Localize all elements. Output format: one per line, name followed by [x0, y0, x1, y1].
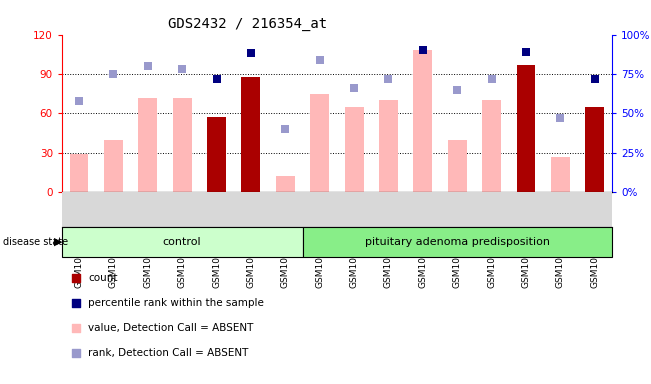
Bar [207, 117, 226, 192]
Point [590, 76, 600, 82]
Point [72, 350, 82, 356]
Bar [104, 139, 123, 192]
Point [245, 50, 256, 56]
Bar [303, 227, 612, 257]
Text: count: count [88, 273, 117, 283]
Bar [242, 76, 260, 192]
Bar [173, 98, 191, 192]
Bar [70, 154, 89, 192]
Bar [516, 65, 535, 192]
Text: control: control [163, 237, 202, 247]
Bar [551, 157, 570, 192]
Point [143, 63, 153, 69]
Point [74, 98, 84, 104]
Bar [139, 98, 158, 192]
Bar [482, 100, 501, 192]
Text: disease state: disease state [3, 237, 68, 247]
Bar [585, 107, 604, 192]
Text: rank, Detection Call = ABSENT: rank, Detection Call = ABSENT [88, 348, 248, 358]
Text: ▶: ▶ [54, 237, 62, 247]
Point [486, 76, 497, 82]
Point [177, 66, 187, 72]
Point [72, 325, 82, 331]
Point [314, 57, 325, 63]
Bar [344, 107, 363, 192]
Text: percentile rank within the sample: percentile rank within the sample [88, 298, 264, 308]
Bar [448, 139, 467, 192]
Text: GDS2432 / 216354_at: GDS2432 / 216354_at [168, 17, 327, 31]
Point [452, 87, 462, 93]
Point [383, 76, 394, 82]
Point [418, 47, 428, 53]
Text: pituitary adenoma predisposition: pituitary adenoma predisposition [365, 237, 549, 247]
Bar [276, 176, 295, 192]
Point [212, 76, 222, 82]
Point [555, 115, 566, 121]
Text: value, Detection Call = ABSENT: value, Detection Call = ABSENT [88, 323, 253, 333]
Point [72, 300, 82, 306]
Bar [413, 50, 432, 192]
Bar [379, 100, 398, 192]
Point [280, 126, 290, 132]
Point [521, 49, 531, 55]
Point [72, 275, 82, 281]
Bar [62, 227, 303, 257]
Bar [311, 94, 329, 192]
Point [349, 85, 359, 91]
Point [108, 71, 118, 77]
